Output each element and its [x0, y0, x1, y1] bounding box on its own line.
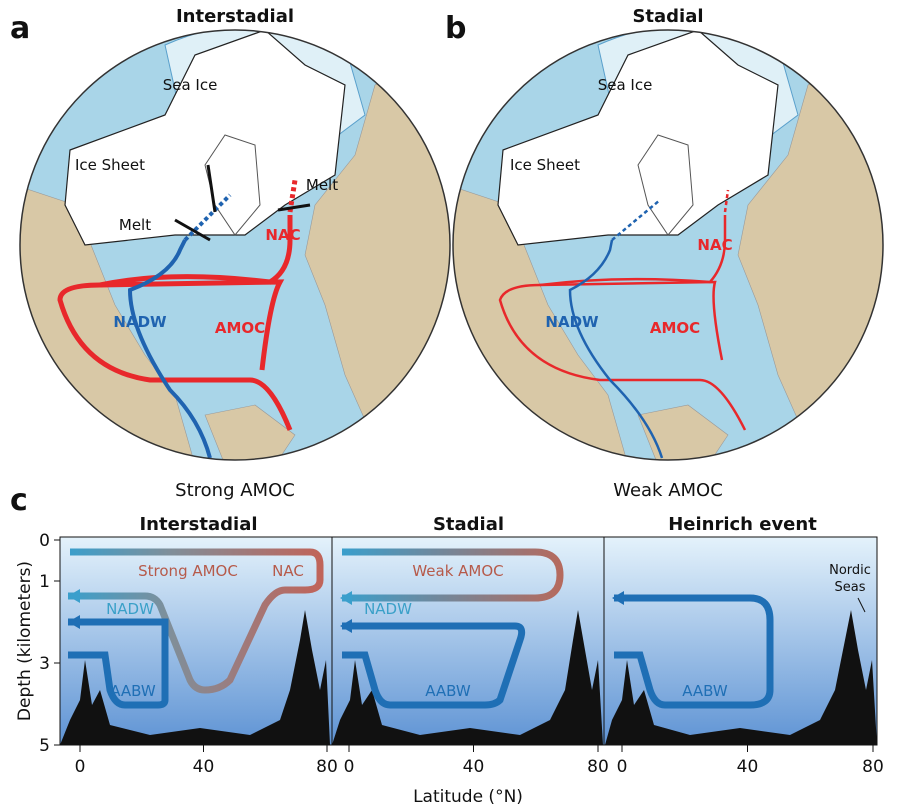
label: NADW: [113, 313, 167, 331]
panel-title: Stadial: [433, 514, 504, 535]
label: Weak AMOC: [412, 562, 503, 580]
label: AABW: [682, 682, 728, 700]
x-tick-label: 40: [193, 757, 215, 777]
panel-letter: a: [10, 11, 30, 46]
label: Sea Ice: [598, 76, 653, 94]
globe-b: [448, 25, 888, 465]
y-tick-label: 3: [39, 654, 50, 674]
label: Strong AMOC: [138, 562, 238, 580]
panel-title: Interstadial: [139, 514, 257, 535]
label: NAC: [265, 226, 300, 244]
label: AMOC: [650, 319, 700, 337]
x-tick-label: 0: [617, 757, 628, 777]
label: NAC: [697, 236, 732, 254]
caption: Strong AMOC: [175, 480, 295, 501]
figure: a Interstadial Sea Ice Ice Sheet Melt Me…: [0, 0, 905, 807]
label: NADW: [364, 600, 412, 618]
x-tick-label: 0: [75, 757, 86, 777]
panel-title: Interstadial: [176, 6, 294, 27]
note: Seas: [835, 580, 866, 595]
label: Melt: [119, 216, 151, 234]
x-tick-label: 80: [862, 757, 884, 777]
x-tick-label: 40: [463, 757, 485, 777]
label: Melt: [306, 176, 338, 194]
y-axis-label: Depth (kilometers): [15, 561, 35, 721]
panel-title: Heinrich event: [668, 514, 817, 535]
x-tick-label: 80: [316, 757, 338, 777]
note: Nordic: [829, 563, 871, 578]
panel-letter: c: [10, 483, 28, 518]
globe-a: [15, 25, 455, 465]
label: NAC: [272, 562, 304, 580]
x-tick-label: 40: [737, 757, 759, 777]
label: Ice Sheet: [75, 156, 145, 174]
label: AMOC: [215, 319, 265, 337]
y-tick-label: 5: [39, 736, 50, 756]
label: AABW: [425, 682, 471, 700]
y-tick-label: 1: [39, 572, 50, 592]
label: Sea Ice: [163, 76, 218, 94]
label: NADW: [545, 313, 599, 331]
x-axis-label: Latitude (°N): [413, 787, 523, 807]
label: Ice Sheet: [510, 156, 580, 174]
label: AABW: [110, 682, 156, 700]
caption: Weak AMOC: [613, 480, 723, 501]
panel-letter: b: [445, 11, 466, 46]
x-tick-label: 0: [344, 757, 355, 777]
y-tick-label: 0: [39, 531, 50, 551]
panel-title: Stadial: [632, 6, 703, 27]
x-tick-label: 80: [587, 757, 609, 777]
label: NADW: [106, 600, 154, 618]
